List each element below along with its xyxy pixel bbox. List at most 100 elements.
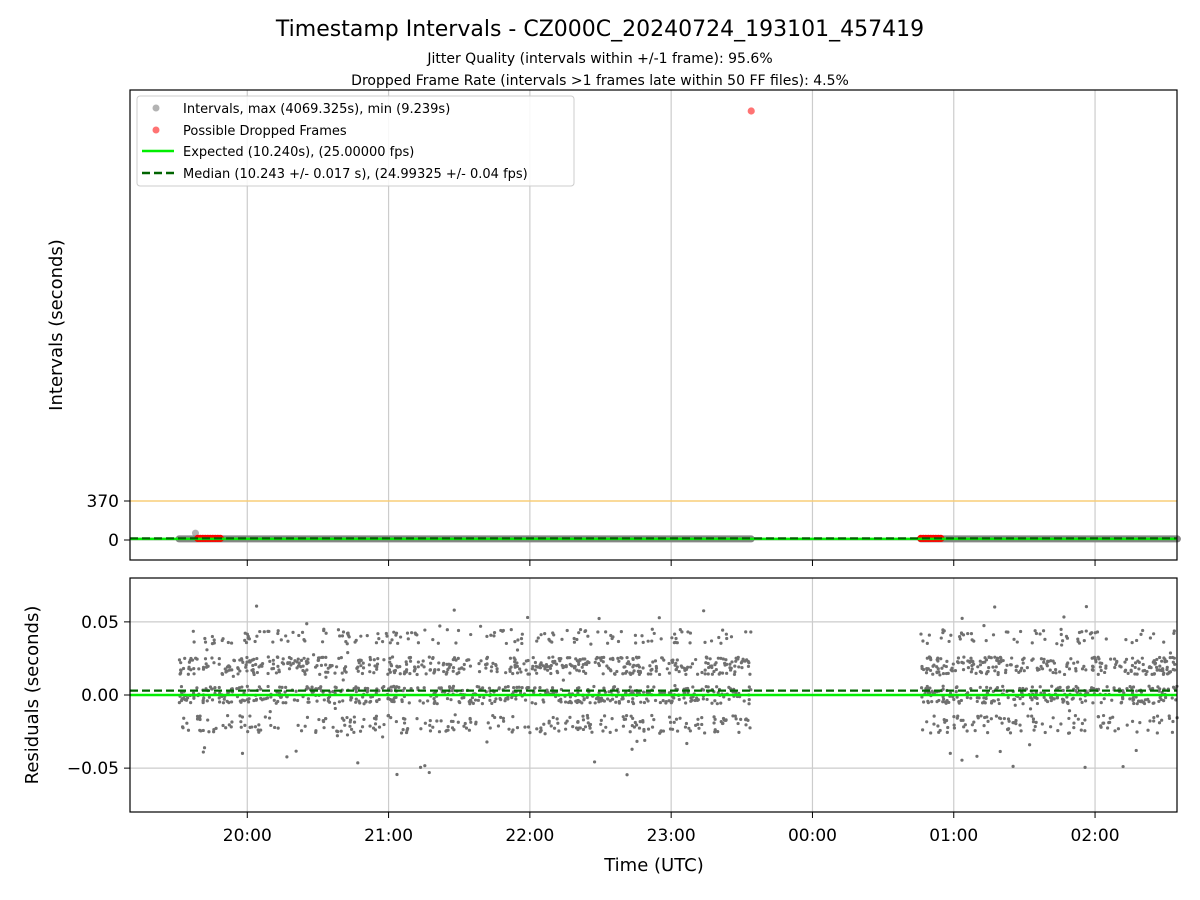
residual-point	[737, 665, 741, 669]
residual-point	[672, 720, 676, 724]
residual-point	[352, 730, 356, 734]
residual-point	[222, 697, 226, 701]
residual-point	[277, 668, 281, 672]
residual-point	[664, 700, 668, 704]
residual-point	[937, 698, 941, 703]
residual-point	[294, 749, 298, 753]
residual-point	[674, 636, 678, 641]
residual-point	[703, 640, 707, 644]
residual-point	[343, 669, 347, 673]
residual-point	[941, 671, 946, 676]
residual-point	[255, 670, 259, 675]
residual-point	[255, 634, 259, 638]
residual-point	[479, 659, 483, 663]
residual-point	[422, 686, 426, 690]
residual-point	[442, 661, 446, 665]
residual-point	[631, 657, 635, 661]
residual-point	[240, 751, 245, 755]
residual-point	[324, 675, 328, 679]
residual-point	[384, 631, 388, 636]
residual-point	[179, 684, 184, 689]
residual-point	[976, 714, 980, 718]
residual-point	[389, 716, 393, 720]
residual-point	[466, 658, 470, 662]
residual-point	[659, 637, 663, 641]
residual-point	[729, 635, 734, 639]
residual-point	[948, 751, 952, 755]
residual-point	[515, 648, 520, 652]
residual-point	[1112, 657, 1117, 661]
residual-point	[608, 699, 612, 703]
residual-point	[1076, 637, 1080, 641]
residual-point	[1011, 764, 1015, 768]
residual-point	[597, 661, 601, 666]
dropped-frame-point	[747, 107, 755, 115]
residual-point	[601, 729, 605, 733]
residual-point	[305, 715, 310, 719]
residual-point	[650, 627, 654, 631]
residual-point	[1090, 668, 1094, 672]
residual-point	[680, 630, 684, 634]
residual-point	[368, 700, 372, 704]
residual-point	[1160, 659, 1164, 663]
residual-point	[678, 627, 682, 632]
residual-point	[545, 664, 549, 669]
residual-point	[311, 653, 316, 657]
residual-point	[394, 719, 398, 724]
residual-point	[221, 637, 225, 641]
legend-label-dropped: Possible Dropped Frames	[183, 124, 347, 139]
residual-point	[616, 639, 621, 644]
residual-point	[502, 719, 506, 723]
residual-point	[610, 717, 614, 721]
residual-point	[1110, 698, 1114, 702]
residual-point	[608, 668, 612, 672]
residual-point	[212, 641, 216, 645]
residual-point	[205, 648, 209, 652]
residual-point	[650, 713, 654, 718]
residual-point	[433, 699, 437, 704]
residual-point	[724, 632, 728, 636]
residual-point	[1018, 697, 1022, 701]
residual-point	[929, 731, 933, 735]
residual-point	[582, 698, 586, 702]
residual-point	[539, 633, 543, 637]
residual-point	[1135, 702, 1139, 706]
residual-point	[975, 696, 979, 700]
residual-point	[426, 699, 430, 703]
residual-point	[445, 628, 449, 632]
residual-point	[333, 685, 337, 689]
residual-point	[320, 640, 325, 644]
residual-point	[530, 701, 534, 705]
residual-point	[484, 666, 488, 670]
residual-point	[453, 713, 457, 717]
residual-point	[635, 656, 639, 660]
residual-point	[324, 655, 328, 659]
residual-point	[700, 722, 704, 727]
residual-point	[707, 665, 711, 670]
residual-point	[218, 700, 222, 704]
residual-point	[395, 664, 399, 668]
residual-point	[1044, 698, 1048, 702]
residual-point	[476, 698, 480, 702]
residual-point	[272, 698, 276, 702]
residual-point	[568, 715, 572, 719]
residual-point	[1155, 731, 1159, 735]
residual-point	[673, 632, 677, 636]
residual-point	[508, 669, 512, 673]
residual-point	[1152, 632, 1156, 636]
residual-point	[997, 701, 1001, 706]
residual-point	[336, 628, 341, 632]
residual-point	[510, 730, 514, 734]
residual-point	[507, 727, 511, 731]
residual-point	[1083, 699, 1088, 703]
residual-point	[359, 664, 363, 668]
residual-point	[421, 701, 425, 705]
residual-point	[229, 700, 234, 704]
residual-point	[682, 691, 686, 695]
residual-point	[451, 684, 456, 688]
residual-point	[354, 687, 358, 691]
residuals-y-tick-label: 0.05	[81, 613, 119, 633]
residual-point	[202, 696, 206, 700]
residual-point	[641, 666, 645, 670]
residual-point	[445, 670, 449, 674]
